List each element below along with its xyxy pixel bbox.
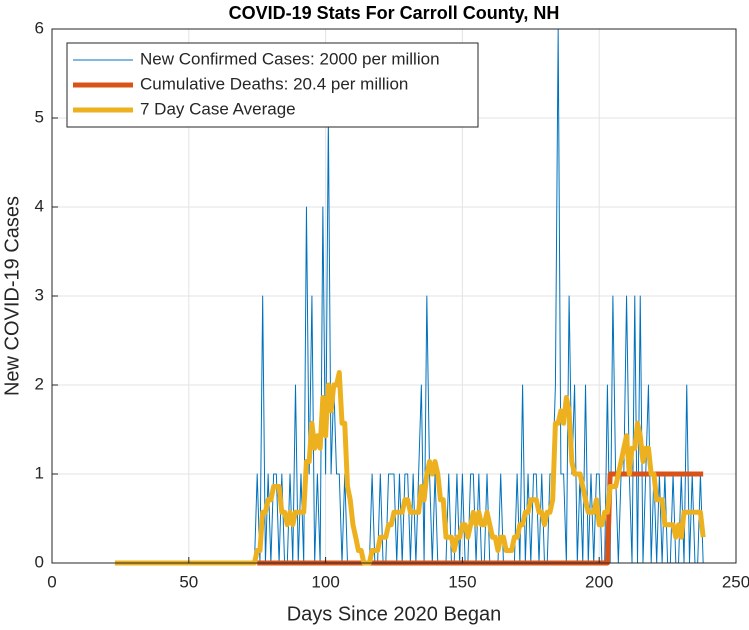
legend-label: 7 Day Case Average [140,99,296,118]
y-tick-label: 6 [35,18,44,37]
legend-label: Cumulative Deaths: 20.4 per million [140,74,408,93]
x-tick-label: 50 [179,572,198,591]
legend-label: New Confirmed Cases: 2000 per million [140,49,440,68]
y-tick-label: 4 [35,196,44,215]
y-tick-label: 2 [35,374,44,393]
x-tick-label: 250 [722,572,749,591]
x-tick-label: 100 [311,572,339,591]
legend-box [66,42,479,128]
chart-title: COVID-19 Stats For Carroll County, NH [229,3,560,23]
y-tick-label: 5 [35,107,44,126]
x-tick-label: 0 [47,572,56,591]
y-axis-label: New COVID-19 Cases [1,196,23,396]
y-tick-label: 3 [35,285,44,304]
legend: New Confirmed Cases: 2000 per million Cum… [66,42,479,128]
x-axis-label: Days Since 2020 Began [287,603,502,625]
y-tick-label: 0 [35,552,44,571]
y-tick-label: 1 [35,463,44,482]
x-tick-label: 150 [448,572,476,591]
x-tick-label: 200 [585,572,613,591]
